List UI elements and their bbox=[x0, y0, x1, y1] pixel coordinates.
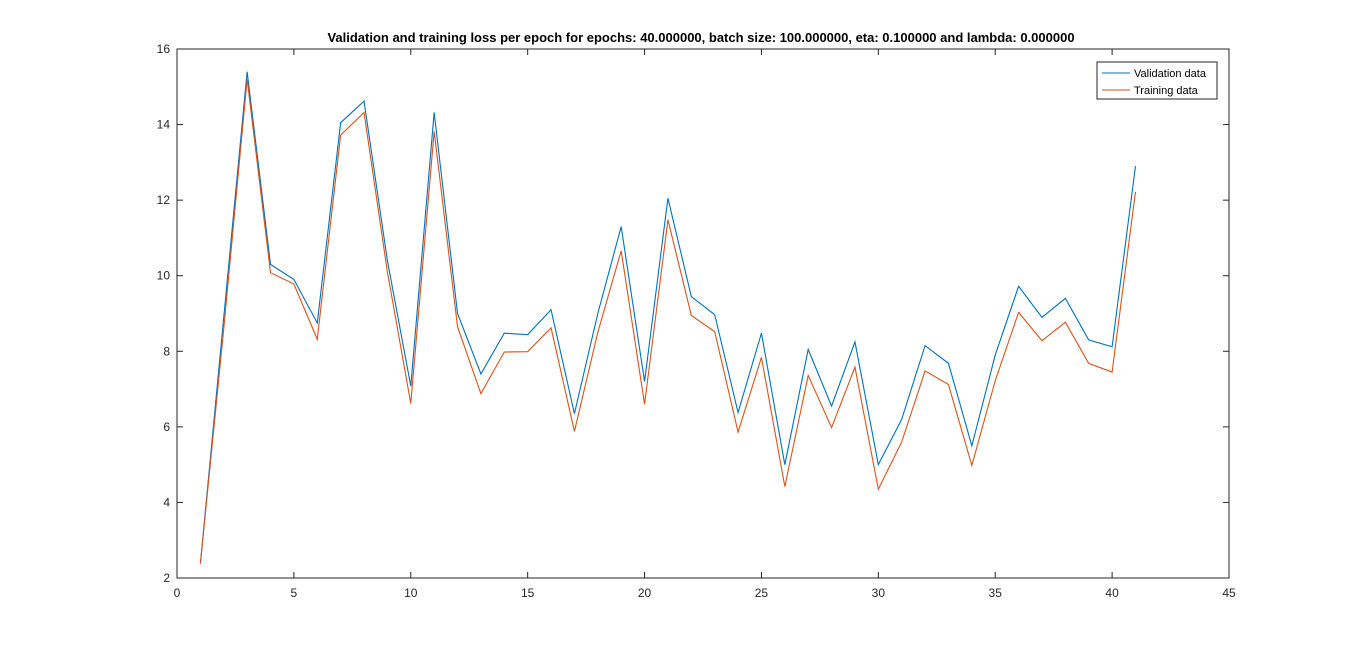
y-tick-label: 8 bbox=[163, 344, 170, 358]
x-tick-label: 0 bbox=[174, 586, 181, 600]
legend-box bbox=[1096, 61, 1218, 100]
series-line-training bbox=[199, 79, 1137, 564]
plot-area bbox=[177, 49, 1229, 578]
series-line-validation bbox=[199, 71, 1137, 564]
x-tick-label: 40 bbox=[1105, 586, 1119, 600]
axes-box bbox=[176, 48, 1230, 579]
x-tick-label: 45 bbox=[1222, 586, 1236, 600]
y-tick-label: 16 bbox=[157, 42, 171, 56]
chart-title: Validation and training loss per epoch f… bbox=[327, 30, 1074, 45]
series-layer bbox=[199, 71, 1137, 564]
y-tick-label: 10 bbox=[157, 269, 171, 283]
y-tick-label: 12 bbox=[157, 193, 171, 207]
x-axis-ticks: 0 5 10 15 20 25 30 35 40 45 bbox=[174, 49, 1236, 600]
x-tick-label: 15 bbox=[521, 586, 535, 600]
y-tick-label: 4 bbox=[163, 495, 170, 509]
x-tick-label: 25 bbox=[755, 586, 769, 600]
legend-label-training: Training data bbox=[1134, 85, 1199, 97]
y-tick-label: 2 bbox=[163, 571, 170, 585]
x-tick-label: 20 bbox=[638, 586, 652, 600]
x-tick-label: 35 bbox=[989, 586, 1003, 600]
x-tick-label: 5 bbox=[291, 586, 298, 600]
legend-label-validation: Validation data bbox=[1134, 68, 1207, 80]
y-axis-ticks: 2 4 6 8 10 12 14 16 bbox=[157, 42, 1229, 585]
axes-layer bbox=[176, 48, 1230, 579]
x-tick-label: 30 bbox=[872, 586, 886, 600]
legend: Validation data Training data bbox=[1096, 61, 1218, 100]
y-tick-label: 6 bbox=[163, 420, 170, 434]
x-tick-label: 10 bbox=[404, 586, 418, 600]
y-tick-label: 14 bbox=[157, 118, 171, 132]
